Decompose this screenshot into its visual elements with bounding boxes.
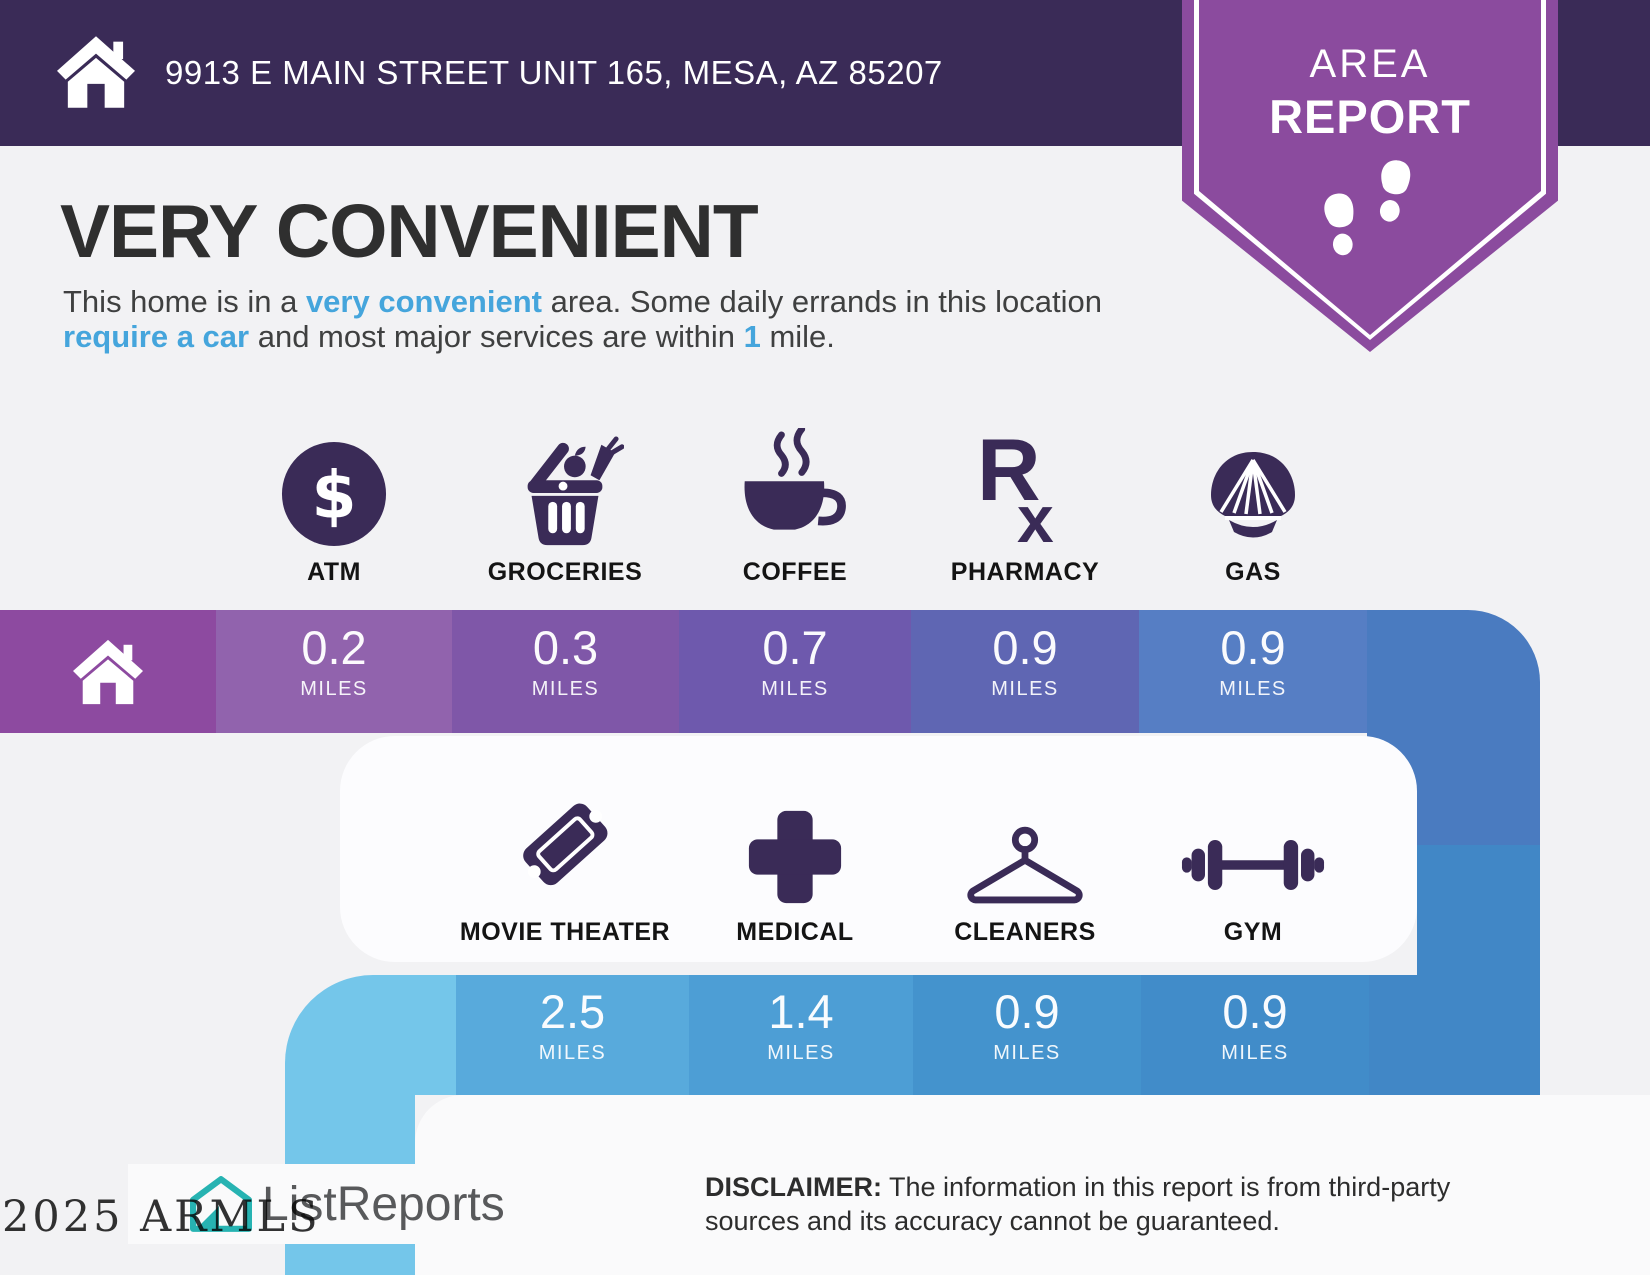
armls-watermark: 2025 ARMLS bbox=[2, 1192, 321, 1242]
property-address: 9913 E MAIN STREET UNIT 165, MESA, AZ 85… bbox=[165, 54, 943, 91]
amenity-groceries: GROCERIES bbox=[445, 420, 685, 587]
amenity-label: COFFEE bbox=[742, 558, 848, 586]
shell-icon bbox=[1211, 452, 1295, 538]
listreports-house-icon bbox=[190, 1176, 252, 1232]
home-icon-band bbox=[73, 639, 143, 704]
listreports-logo: ListReports bbox=[128, 1164, 693, 1244]
amenity-movie-theater: MOVIE THEATER bbox=[445, 770, 685, 947]
footprints-icon bbox=[1324, 160, 1411, 256]
amenity-label: GYM bbox=[1223, 918, 1283, 946]
amenity-cleaners: CLEANERS bbox=[905, 770, 1145, 947]
distance-cell-gas: 0.9 MILES bbox=[1139, 610, 1367, 733]
amenity-label: GROCERIES bbox=[487, 558, 643, 586]
dumbbell-icon bbox=[1181, 840, 1325, 890]
svg-text:R: R bbox=[977, 430, 1041, 519]
distance-cell-movie: 2.5 MILES bbox=[456, 975, 689, 1095]
amenity-gym: GYM bbox=[1133, 770, 1373, 947]
intro-paragraph: This home is in a very convenient area. … bbox=[63, 284, 1102, 354]
brand-name: ListReports bbox=[262, 1177, 505, 1231]
row2-icons-panel bbox=[340, 736, 1417, 962]
badge-line2: REPORT bbox=[1269, 90, 1471, 143]
distance-value: 0.2 bbox=[301, 621, 367, 674]
svg-text:x: x bbox=[1017, 482, 1054, 548]
disclaimer-text: The information in this report is from t… bbox=[705, 1172, 1451, 1237]
page-title: VERY CONVENIENT bbox=[60, 189, 759, 273]
band2-connector bbox=[285, 975, 456, 1095]
intro-text: This home is in a bbox=[63, 284, 306, 319]
amenity-pharmacy: R x PHARMACY bbox=[905, 420, 1145, 587]
amenity-label: MEDICAL bbox=[736, 918, 854, 946]
disclaimer-label: DISCLAIMER: bbox=[705, 1172, 882, 1202]
area-report-badge: AREA REPORT bbox=[1182, 0, 1558, 352]
atm-icon: $ bbox=[281, 441, 387, 547]
intro-highlight-2: require a car bbox=[63, 319, 250, 354]
amenity-medical: MEDICAL bbox=[675, 770, 915, 947]
amenity-label: CLEANERS bbox=[954, 918, 1096, 946]
badge-line1: AREA bbox=[1309, 42, 1431, 86]
distance-cell-pharmacy: 0.9 MILES bbox=[911, 610, 1139, 733]
amenity-label: MOVIE THEATER bbox=[459, 918, 671, 946]
intro-highlight-3: 1 bbox=[743, 319, 761, 354]
medical-cross-icon bbox=[748, 810, 842, 904]
disclaimer: DISCLAIMER: The information in this repo… bbox=[705, 1170, 1535, 1238]
band2-turn bbox=[1369, 975, 1540, 1095]
distance-cell-medical: 1.4 MILES bbox=[689, 975, 913, 1095]
amenity-gas: GAS bbox=[1133, 420, 1373, 587]
intro-highlight-1: very convenient bbox=[305, 284, 542, 319]
distance-cell-atm: 0.2 MILES bbox=[216, 610, 452, 733]
distance-unit: MILES bbox=[300, 678, 368, 700]
svg-text:$: $ bbox=[311, 459, 356, 534]
amenity-label: PHARMACY bbox=[950, 558, 1100, 586]
coffee-icon bbox=[744, 428, 846, 530]
hanger-icon bbox=[967, 826, 1083, 904]
amenity-atm: $ ATM bbox=[214, 420, 454, 587]
distance-cell-coffee: 0.7 MILES bbox=[679, 610, 911, 733]
distance-cell-gym: 0.9 MILES bbox=[1141, 975, 1369, 1095]
amenity-label: ATM bbox=[307, 558, 361, 586]
ticket-icon bbox=[523, 803, 608, 886]
amenity-coffee: COFFEE bbox=[675, 420, 915, 587]
band-strip-right bbox=[1417, 845, 1540, 975]
groceries-icon bbox=[527, 436, 624, 546]
rx-icon: R x bbox=[977, 430, 1054, 548]
band1-home-cell bbox=[0, 610, 216, 733]
home-icon bbox=[57, 36, 135, 108]
distance-cell-cleaners: 0.9 MILES bbox=[913, 975, 1141, 1095]
amenity-label: GAS bbox=[1225, 558, 1281, 586]
distance-cell-groceries: 0.3 MILES bbox=[452, 610, 679, 733]
